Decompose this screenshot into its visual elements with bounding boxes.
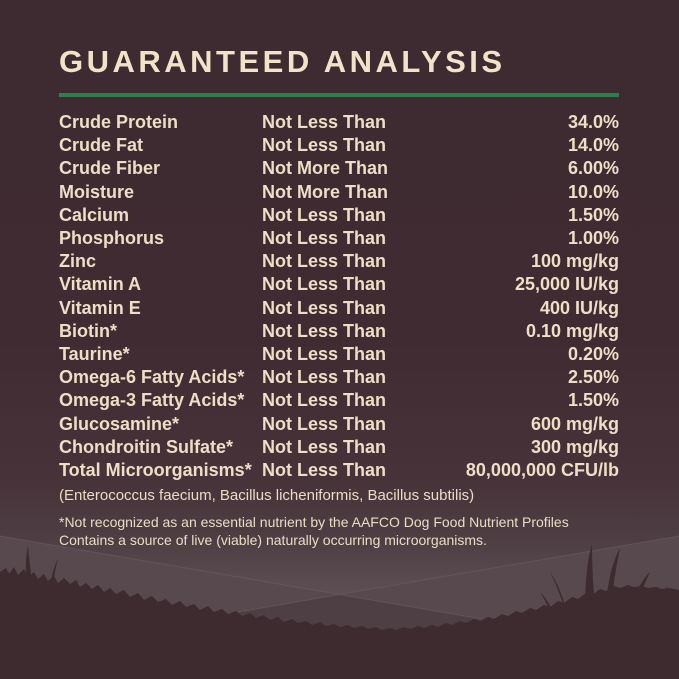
nutrient-value: 10.0% bbox=[567, 181, 619, 202]
table-row: Zinc Not Less Than 100 mg/kg bbox=[59, 250, 619, 273]
nutrient-name: Moisture bbox=[59, 181, 135, 202]
nutrient-value: 600 mg/kg bbox=[530, 413, 619, 434]
green-divider-rule bbox=[59, 93, 619, 97]
table-row: Taurine* Not Less Than 0.20% bbox=[59, 343, 619, 366]
qualifier-text: Not Less Than bbox=[262, 228, 387, 249]
table-row: Calcium Not Less Than 1.50% bbox=[59, 204, 619, 227]
nutrient-name: Crude Fat bbox=[59, 135, 144, 156]
nutrient-name: Glucosamine* bbox=[59, 413, 180, 434]
table-row: Vitamin E Not Less Than 400 IU/kg bbox=[59, 297, 619, 320]
panel-title: GUARANTEED ANALYSIS bbox=[59, 44, 506, 79]
qualifier-text: Not More Than bbox=[262, 158, 388, 179]
qualifier-text: Not Less Than bbox=[262, 135, 387, 156]
nutrient-name: Total Microorganisms* bbox=[59, 460, 252, 481]
table-row: Phosphorus Not Less Than 1.00% bbox=[59, 227, 619, 250]
nutrient-value: 0.20% bbox=[567, 344, 619, 365]
footnote-live-microorganisms: Contains a source of live (viable) natur… bbox=[59, 531, 487, 548]
nutrient-value: 14.0% bbox=[567, 135, 619, 156]
qualifier-text: Not Less Than bbox=[262, 390, 387, 411]
table-row: Total Microorganisms* Not Less Than 80,0… bbox=[59, 459, 619, 482]
table-row: Glucosamine* Not Less Than 600 mg/kg bbox=[59, 413, 619, 436]
qualifier-text: Not Less Than bbox=[262, 367, 387, 388]
nutrient-name: Omega-6 Fatty Acids* bbox=[59, 367, 245, 388]
grass-blades-left bbox=[0, 546, 78, 634]
qualifier-text: Not Less Than bbox=[262, 320, 387, 341]
nutrient-value: 80,000,000 CFU/lb bbox=[465, 460, 619, 481]
qualifier-text: Not More Than bbox=[262, 181, 388, 202]
analysis-table: Crude Protein Not Less Than 34.0% Crude … bbox=[59, 111, 619, 482]
qualifier-text: Not Less Than bbox=[262, 413, 387, 434]
table-row: Crude Protein Not Less Than 34.0% bbox=[59, 111, 619, 134]
microorganisms-species-note: (Enterococcus faecium, Bacillus lichenif… bbox=[59, 487, 475, 505]
table-row: Omega-3 Fatty Acids* Not Less Than 1.50% bbox=[59, 389, 619, 412]
nutrient-value: 1.50% bbox=[567, 390, 619, 411]
qualifier-text: Not Less Than bbox=[262, 251, 387, 272]
nutrient-name: Zinc bbox=[59, 251, 97, 272]
qualifier-text: Not Less Than bbox=[262, 274, 387, 295]
nutrient-value: 1.00% bbox=[567, 228, 619, 249]
nutrient-value: 6.00% bbox=[567, 158, 619, 179]
nutrient-value: 2.50% bbox=[567, 367, 619, 388]
nutrient-name: Vitamin A bbox=[59, 274, 142, 295]
qualifier-text: Not Less Than bbox=[262, 344, 387, 365]
table-row: Moisture Not More Than 10.0% bbox=[59, 181, 619, 204]
nutrient-name: Biotin* bbox=[59, 320, 117, 341]
nutrient-value: 1.50% bbox=[567, 204, 619, 225]
nutrient-name: Calcium bbox=[59, 204, 130, 225]
nutrient-value: 34.0% bbox=[567, 112, 619, 132]
grass-silhouette bbox=[0, 567, 679, 679]
nutrient-name: Taurine* bbox=[59, 344, 130, 365]
table-row: Omega-6 Fatty Acids* Not Less Than 2.50% bbox=[59, 366, 619, 389]
nutrient-name: Phosphorus bbox=[59, 228, 165, 249]
qualifier-text: Not Less Than bbox=[262, 297, 387, 318]
nutrient-value: 25,000 IU/kg bbox=[514, 274, 619, 295]
nutrient-value: 300 mg/kg bbox=[530, 436, 619, 457]
table-row: Vitamin A Not Less Than 25,000 IU/kg bbox=[59, 273, 619, 296]
nutrient-value: 100 mg/kg bbox=[530, 251, 619, 272]
qualifier-text: Not Less Than bbox=[262, 460, 387, 481]
table-row: Crude Fiber Not More Than 6.00% bbox=[59, 157, 619, 180]
nutrient-value: 400 IU/kg bbox=[539, 297, 619, 318]
guaranteed-analysis-panel: GUARANTEED ANALYSIS Crude Protein Not Le… bbox=[59, 44, 619, 549]
grass-blades-right bbox=[540, 544, 679, 634]
nutrient-name: Vitamin E bbox=[59, 297, 141, 318]
landscape-silhouette-graphic bbox=[0, 535, 679, 679]
table-row: Biotin* Not Less Than 0.10 mg/kg bbox=[59, 320, 619, 343]
table-row: Crude Fat Not Less Than 14.0% bbox=[59, 134, 619, 157]
nutrient-name: Crude Fiber bbox=[59, 158, 161, 179]
qualifier-text: Not Less Than bbox=[262, 112, 387, 132]
qualifier-text: Not Less Than bbox=[262, 204, 387, 225]
nutrient-name: Crude Protein bbox=[59, 112, 179, 132]
nutrient-name: Omega-3 Fatty Acids* bbox=[59, 390, 245, 411]
nutrient-value: 0.10 mg/kg bbox=[525, 320, 619, 341]
footnote-aafco: *Not recognized as an essential nutrient… bbox=[59, 514, 569, 531]
footnotes: *Not recognized as an essential nutrient… bbox=[59, 514, 619, 549]
nutrient-name: Chondroitin Sulfate* bbox=[59, 436, 233, 457]
table-row: Chondroitin Sulfate* Not Less Than 300 m… bbox=[59, 436, 619, 459]
qualifier-text: Not Less Than bbox=[262, 436, 387, 457]
